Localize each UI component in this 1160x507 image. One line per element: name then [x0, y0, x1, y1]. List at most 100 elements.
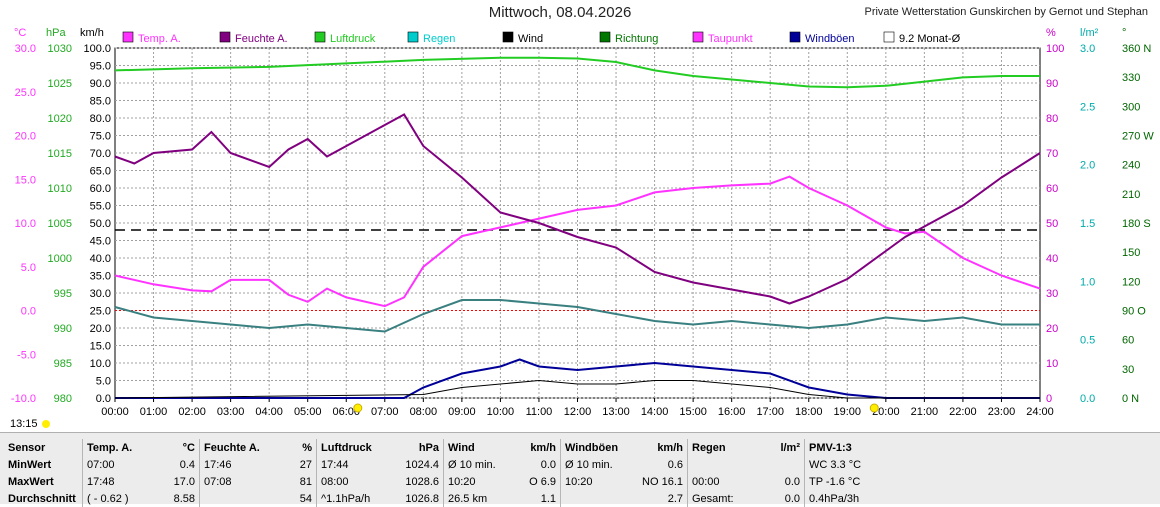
sun-marker — [353, 403, 363, 413]
direction-tick-label: 360 N — [1122, 43, 1151, 55]
cell: 1.1 — [540, 492, 556, 505]
humidity-tick-label: 50 — [1046, 218, 1058, 230]
rain-tick-label: 0.0 — [1080, 393, 1095, 405]
cell: 08:00 — [316, 473, 385, 490]
pressure-tick-label: 990 — [54, 323, 72, 335]
humidity-tick-label: 0 — [1046, 393, 1052, 405]
temp-tick-label: -10.0 — [11, 393, 36, 405]
hdr-pressure-unit: hPa — [418, 441, 439, 454]
legend-label: Taupunkt — [708, 33, 753, 45]
direction-tick-label: 90 O — [1122, 306, 1146, 318]
pressure-tick-label: 980 — [54, 393, 72, 405]
hdr-gust: Windböen — [560, 439, 629, 456]
wind-tick-label: 60.0 — [90, 183, 111, 195]
unit-humidity: % — [1046, 27, 1056, 39]
x-tick-label: 04:00 — [255, 406, 283, 418]
stats-row-min: MinWert 07:00 0.4 17:46 27 17:44 1024.4 … — [4, 456, 913, 473]
x-tick-label: 03:00 — [217, 406, 245, 418]
direction-tick-label: 60 — [1122, 335, 1134, 347]
wind-tick-label: 50.0 — [90, 218, 111, 230]
humidity-tick-label: 70 — [1046, 148, 1058, 160]
direction-tick-label: 270 W — [1122, 131, 1154, 143]
unit-rain: l/m² — [1080, 27, 1099, 39]
humidity-tick-label: 100 — [1046, 43, 1064, 55]
pressure-tick-label: 1020 — [48, 113, 72, 125]
cell — [560, 490, 629, 507]
x-tick-label: 13:00 — [602, 406, 630, 418]
unit-pressure: hPa — [46, 27, 66, 39]
cell: WC 3.3 °C — [804, 456, 913, 473]
plot-area — [114, 47, 1041, 399]
wind-tick-label: 90.0 — [90, 78, 111, 90]
wind-tick-label: 0.0 — [96, 393, 111, 405]
x-tick-label: 17:00 — [756, 406, 784, 418]
series-wind — [114, 379, 1040, 399]
legend-swatch — [314, 31, 326, 43]
stats-header-row: Sensor Temp. A. °C Feuchte A. % Luftdruc… — [4, 439, 913, 456]
cell: 2.7 — [667, 492, 683, 505]
cell — [199, 490, 268, 507]
cell: 00:00 — [687, 473, 756, 490]
wind-tick-label: 95.0 — [90, 61, 111, 73]
hdr-pmv: PMV-1:3 — [804, 439, 913, 456]
wind-tick-label: 100.0 — [83, 43, 111, 55]
hdr-pressure: Luftdruck — [316, 439, 385, 456]
legend-label: Temp. A. — [138, 33, 181, 45]
stats-row-max: MaxWert 17:48 17.0 07:08 81 08:00 1028.6… — [4, 473, 913, 490]
x-tick-label: 23:00 — [988, 406, 1016, 418]
x-tick-label: 24:00 — [1026, 406, 1054, 418]
legend-swatch — [502, 31, 514, 43]
legend-swatch — [219, 31, 231, 43]
pressure-tick-label: 995 — [54, 288, 72, 300]
direction-tick-label: 30 — [1122, 364, 1134, 376]
hdr-sensor: Sensor — [8, 441, 46, 454]
x-tick-label: 00:00 — [101, 406, 129, 418]
direction-tick-label: 0 N — [1122, 393, 1139, 405]
hdr-temp: Temp. A. — [82, 439, 151, 456]
rain-tick-label: 1.5 — [1080, 218, 1095, 230]
cell — [687, 456, 756, 473]
cell: 0.0 — [784, 492, 800, 505]
rain-tick-label: 1.0 — [1080, 276, 1095, 288]
cell: 07:08 — [199, 473, 268, 490]
wind-tick-label: 45.0 — [90, 236, 111, 248]
cell: 0.0 — [784, 475, 800, 488]
direction-tick-label: 330 — [1122, 72, 1140, 84]
row-label: Durchschnitt — [8, 492, 76, 505]
hdr-wind-unit: km/h — [530, 441, 556, 454]
cell: 0.0 — [540, 458, 556, 471]
legend-label: Regen — [423, 33, 455, 45]
cell: O 6.9 — [529, 475, 556, 488]
x-tick-label: 20:00 — [872, 406, 900, 418]
wind-tick-label: 25.0 — [90, 306, 111, 318]
x-tick-label: 22:00 — [949, 406, 977, 418]
x-tick-label: 11:00 — [526, 406, 553, 418]
direction-tick-label: 180 S — [1122, 218, 1151, 230]
hdr-temp-unit: °C — [182, 441, 195, 454]
cell: 07:00 — [82, 456, 151, 473]
sun-marker — [869, 403, 879, 413]
pressure-tick-label: 1010 — [48, 183, 72, 195]
wind-tick-label: 65.0 — [90, 166, 111, 178]
hdr-humidity: Feuchte A. — [199, 439, 268, 456]
x-tick-label: 15:00 — [679, 406, 707, 418]
series-luftdruck — [114, 56, 1040, 89]
pressure-tick-label: 1000 — [48, 253, 72, 265]
sun-icon — [41, 420, 50, 429]
station-name: Private Wetterstation Gunskirchen by Ger… — [864, 6, 1148, 18]
direction-tick-label: 150 — [1122, 247, 1140, 259]
wind-tick-label: 80.0 — [90, 113, 111, 125]
cell: TP -1.6 °C — [804, 473, 913, 490]
temp-tick-label: 5.0 — [21, 262, 36, 274]
row-label: MinWert — [8, 458, 52, 471]
wind-tick-label: 15.0 — [90, 341, 111, 353]
stats-table: Sensor Temp. A. °C Feuchte A. % Luftdruc… — [4, 439, 913, 507]
temp-tick-label: 0.0 — [21, 306, 36, 318]
direction-tick-label: 210 — [1122, 189, 1140, 201]
wind-tick-label: 10.0 — [90, 358, 111, 370]
legend-label: Wind — [518, 33, 543, 45]
legend-label: Feuchte A. — [235, 33, 288, 45]
direction-tick-label: 300 — [1122, 101, 1140, 113]
temp-tick-label: 20.0 — [15, 131, 36, 143]
legend-label: 9.2 Monat-Ø — [899, 33, 961, 45]
